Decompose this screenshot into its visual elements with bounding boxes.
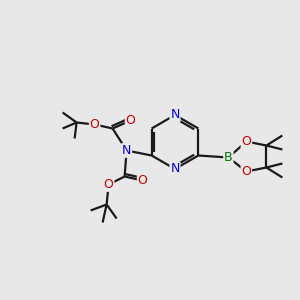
Text: N: N (170, 109, 180, 122)
Text: B: B (224, 151, 233, 164)
Text: O: O (104, 178, 114, 191)
Text: O: O (242, 165, 251, 178)
Text: O: O (126, 114, 136, 127)
Text: N: N (122, 144, 131, 157)
Text: O: O (242, 135, 251, 148)
Text: O: O (138, 174, 148, 187)
Text: N: N (170, 163, 180, 176)
Text: O: O (90, 118, 100, 131)
